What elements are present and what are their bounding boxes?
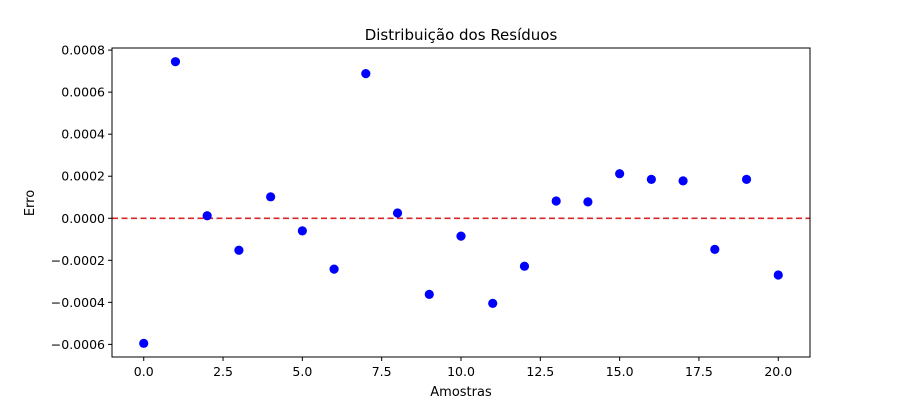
data-point	[234, 245, 244, 255]
data-point	[170, 57, 181, 67]
x-tick-label: 20.0	[764, 364, 792, 379]
y-tick-label: −0.0002	[51, 253, 105, 268]
x-tick-label: 0.0	[134, 364, 154, 379]
data-point	[741, 174, 752, 184]
x-tick-label: 15.0	[606, 364, 634, 379]
y-tick-label: 0.0008	[61, 43, 105, 58]
data-point	[488, 298, 498, 308]
data-point	[678, 176, 688, 186]
x-tick-label: 12.5	[526, 364, 554, 379]
data-point	[615, 169, 625, 179]
data-point	[710, 244, 720, 254]
y-axis-label: Erro	[23, 190, 38, 216]
y-tick-label: 0.0002	[61, 169, 105, 184]
data-point	[329, 264, 339, 274]
data-point	[773, 270, 783, 280]
data-point	[202, 211, 212, 221]
x-axis-label: Amostras	[430, 385, 492, 400]
data-point	[519, 261, 530, 271]
data-point	[551, 196, 561, 206]
data-point	[139, 338, 149, 348]
data-point	[646, 174, 656, 184]
plot-area: 0.0 2.5 5.0 7.5 10.0 12.5 15.0 17.5 20.0 −0.0006 −…	[51, 43, 811, 379]
x-tick-label: 5.0	[292, 364, 312, 379]
x-tick-label: 10.0	[447, 364, 475, 379]
data-point	[392, 208, 403, 218]
x-tick-label: 7.5	[372, 364, 392, 379]
data-point	[361, 69, 371, 79]
data-point	[456, 231, 466, 241]
y-tick-label: 0.0006	[61, 85, 105, 100]
y-tick-label: 0.0000	[61, 211, 105, 226]
x-tick-label: 2.5	[213, 364, 233, 379]
data-point	[297, 226, 307, 236]
data-point	[583, 197, 593, 207]
chart-title: Distribuição dos Resíduos	[365, 26, 558, 44]
y-tick-label: −0.0004	[51, 295, 105, 310]
y-tick-label: 0.0004	[61, 127, 105, 142]
x-tick-label: 17.5	[685, 364, 713, 379]
data-point	[266, 192, 276, 202]
y-tick-label: −0.0006	[51, 337, 105, 352]
data-point	[424, 289, 434, 299]
